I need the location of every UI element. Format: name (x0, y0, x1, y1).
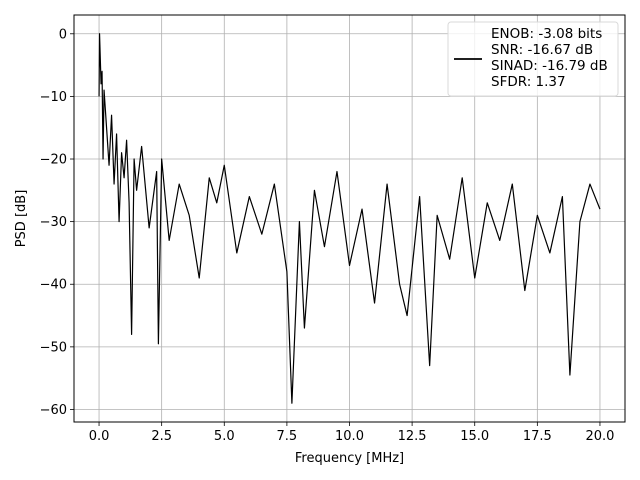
x-axis-ticks: 0.0 2.5 5.0 7.5 10.0 12.5 15.0 17.5 20.0 (89, 422, 614, 444)
legend-line-snr: SNR: -16.67 dB (491, 42, 593, 58)
x-tick-label: 10.0 (335, 429, 364, 444)
y-tick-label: −10 (40, 90, 67, 105)
legend-line-enob: ENOB: -3.08 bits (491, 26, 602, 42)
legend-line-sinad: SINAD: -16.79 dB (491, 58, 608, 74)
y-tick-label: −30 (40, 215, 67, 230)
x-tick-label: 5.0 (214, 429, 235, 444)
y-tick-label: −50 (40, 340, 67, 355)
x-tick-label: 0.0 (89, 429, 110, 444)
x-tick-label: 20.0 (585, 429, 614, 444)
legend-line-sfdr: SFDR: 1.37 (491, 74, 566, 90)
x-axis-label: Frequency [MHz] (295, 451, 404, 466)
y-tick-label: 0 (59, 27, 67, 42)
y-axis-label: PSD [dB] (14, 190, 29, 248)
x-tick-label: 17.5 (523, 429, 552, 444)
legend-box (447, 21, 619, 97)
legend: ENOB: -3.08 bits SNR: -16.67 dB SINAD: -… (447, 21, 619, 97)
x-tick-label: 7.5 (277, 429, 298, 444)
psd-series-line (98, 33, 601, 404)
y-tick-label: −60 (40, 403, 67, 418)
y-tick-label: −20 (40, 153, 67, 168)
psd-trace (98, 33, 601, 404)
x-tick-label: 2.5 (151, 429, 172, 444)
y-axis-ticks: 0 −10 −20 −30 −40 −50 −60 (40, 27, 74, 418)
x-tick-label: 12.5 (398, 429, 427, 444)
x-tick-label: 15.0 (460, 429, 489, 444)
y-tick-label: −40 (40, 278, 67, 293)
